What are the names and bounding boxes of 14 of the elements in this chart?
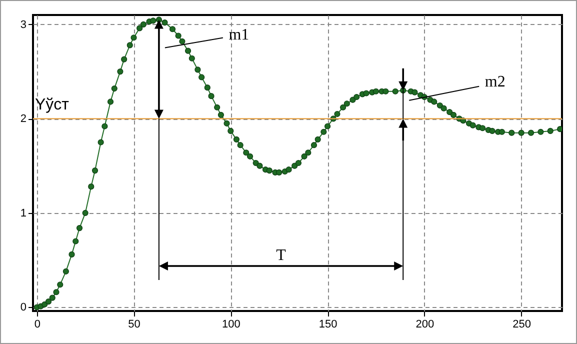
y-tick-label: 3 [20, 18, 26, 31]
x-tick-label: 150 [318, 318, 338, 330]
x-tick-label: 200 [416, 318, 434, 330]
annotation: T [276, 247, 286, 264]
y-tick-label: 1 [20, 207, 26, 220]
y-tick-label: 0 [20, 302, 26, 314]
annotation: m1 [228, 26, 250, 44]
x-tick-label: 0 [34, 318, 40, 330]
ref-line-label: Yўст [35, 96, 70, 114]
x-tick-label: 50 [128, 318, 140, 330]
x-tick-label: 250 [512, 318, 531, 330]
x-tick-label: 100 [222, 318, 240, 330]
annotation: m2 [484, 73, 506, 90]
y-tick-label: 2 [20, 113, 26, 126]
